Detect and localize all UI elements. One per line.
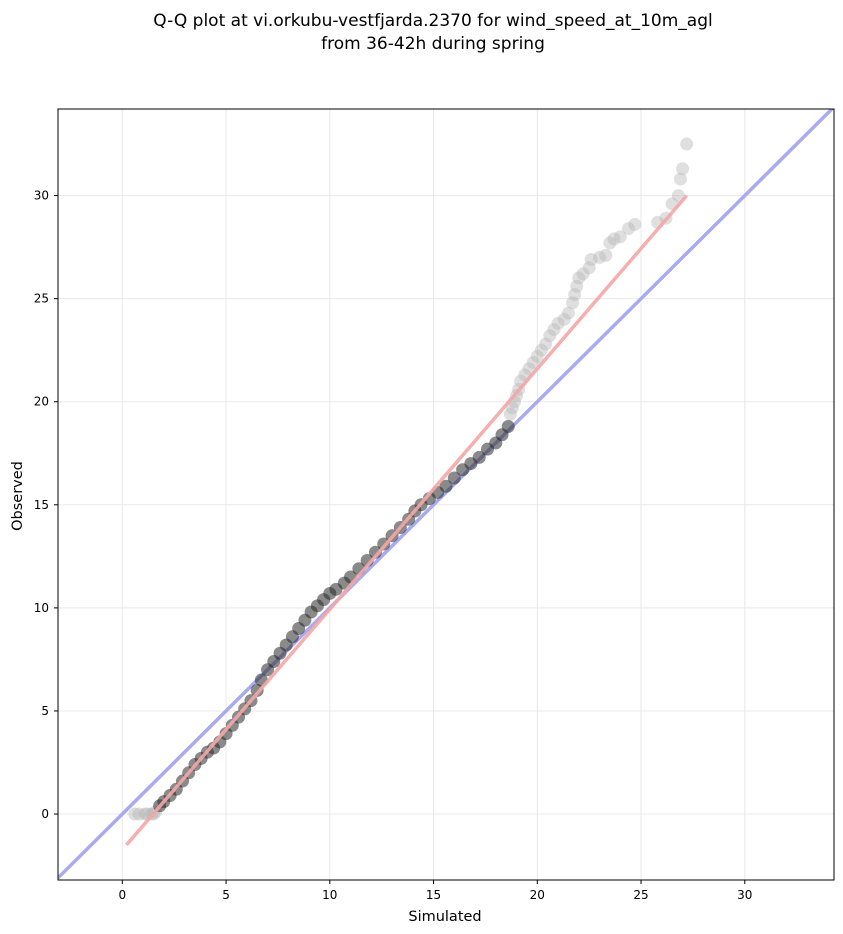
y-tick-label: 30 [34, 189, 49, 203]
qq-point [503, 407, 517, 421]
qq-point [472, 450, 486, 464]
x-tick-label: 5 [222, 888, 230, 902]
qq-point [568, 288, 582, 302]
y-tick-label: 20 [34, 395, 49, 409]
plot-area [58, 109, 834, 880]
y-axis-label: Observed [10, 461, 26, 531]
grid-lines [58, 109, 834, 880]
qq-point [570, 279, 584, 293]
qq-point [526, 356, 540, 370]
x-tick-label: 0 [119, 888, 127, 902]
fit-line [125, 194, 689, 847]
qq-point [613, 230, 627, 244]
chart-title-line-2: from 36-42h during spring [321, 34, 545, 54]
qq-point [501, 419, 515, 433]
qq-point [447, 471, 461, 485]
qq-point [593, 250, 607, 264]
qq-point [676, 162, 690, 176]
axis-ticks: 0 5 10 15 20 25 30 0 5 10 15 20 25 30 [34, 189, 753, 902]
x-tick-label: 25 [633, 888, 648, 902]
qq-point [132, 807, 146, 821]
qq-point [368, 545, 382, 559]
qq-point [599, 248, 613, 262]
qq-point [673, 172, 687, 186]
x-tick-label: 30 [737, 888, 752, 902]
y-tick-label: 25 [34, 292, 49, 306]
qq-point [505, 401, 519, 415]
qq-point [576, 267, 590, 281]
qq-point [603, 236, 617, 250]
qq-point [539, 337, 553, 351]
x-tick-label: 15 [426, 888, 441, 902]
qq-point [547, 323, 561, 337]
qq-point [128, 807, 142, 821]
y-tick-label: 0 [41, 807, 49, 821]
qq-point [607, 232, 621, 246]
qq-point [584, 252, 598, 266]
x-tick-label: 10 [322, 888, 337, 902]
y-tick-label: 5 [41, 704, 49, 718]
qq-point [561, 306, 575, 320]
qq-point [530, 349, 544, 363]
qq-point [439, 479, 453, 493]
plot-frame [57, 108, 835, 881]
x-tick-label: 20 [530, 888, 545, 902]
y-tick-label: 15 [34, 498, 49, 512]
qq-point [534, 343, 548, 357]
qq-point [557, 312, 571, 326]
qq-point [628, 217, 642, 231]
qq-point [566, 296, 580, 310]
chart-title-line-1: Q-Q plot at vi.orkubu-vestfjarda.2370 fo… [153, 11, 712, 31]
qq-point [543, 329, 557, 343]
qq-point [551, 316, 565, 330]
y-tick-label: 10 [34, 601, 49, 615]
qq-point [572, 271, 586, 285]
qq-point [582, 261, 596, 275]
qq-point [622, 222, 636, 236]
x-axis-label: Simulated [408, 909, 481, 925]
qq-point [680, 137, 694, 151]
